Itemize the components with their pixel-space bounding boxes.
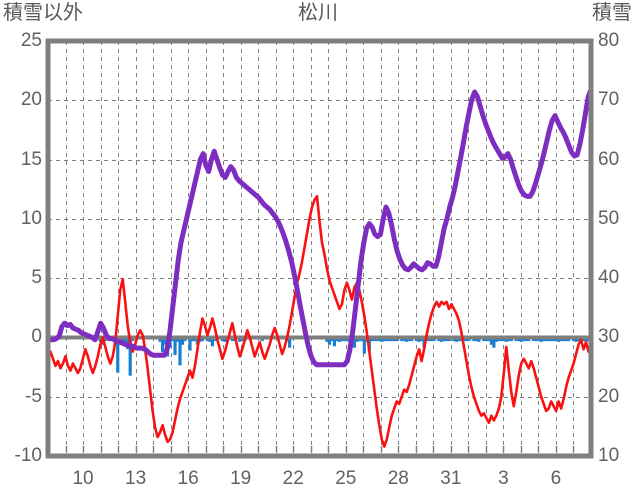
precipitation-bar <box>489 337 493 345</box>
x-axis-tick: 13 <box>125 468 147 489</box>
snow-depth-line <box>45 87 594 368</box>
precipitation-bar <box>477 337 481 342</box>
precipitation-bar <box>158 337 162 342</box>
precipitation-bar <box>98 337 102 342</box>
x-axis-tick: 3 <box>498 468 509 489</box>
precipitation-bar <box>210 337 214 347</box>
x-axis-tick: 31 <box>440 468 462 489</box>
precipitation-bar <box>337 337 342 342</box>
y-axis-right-tick: 60 <box>598 148 620 170</box>
y-axis-right-tick: 40 <box>598 267 620 289</box>
plot-frame <box>45 38 594 459</box>
precipitation-bar <box>362 337 366 354</box>
y-axis-left-tick: 10 <box>20 207 42 229</box>
page-title: 松川 <box>298 2 338 24</box>
x-axis-tick: 22 <box>282 468 304 489</box>
precipitation-bar <box>380 337 384 342</box>
y-axis-left-tick: 5 <box>31 267 42 289</box>
y-axis-left-tick: -5 <box>25 385 42 407</box>
y-axis-right-tick: 50 <box>598 207 620 229</box>
precipitation-bar <box>160 337 165 353</box>
precipitation-bar <box>208 337 212 342</box>
left-axis-title: 積雪以外 <box>3 2 83 24</box>
precipitation-bar <box>405 337 409 342</box>
y-axis-left-tick: 15 <box>20 148 42 170</box>
precipitation-bar <box>504 337 508 342</box>
x-axis-tick: 25 <box>335 468 357 489</box>
precipitation-bar <box>163 337 167 345</box>
x-axis-tick: 16 <box>177 468 199 489</box>
precipitation-bar <box>439 337 444 342</box>
y-axis-right-tick: 20 <box>598 385 620 407</box>
precipitation-bar <box>492 337 496 348</box>
x-tick-marks <box>65 446 575 452</box>
y-axis-right-tick: 80 <box>598 30 620 51</box>
precipitation-bar <box>355 337 359 342</box>
right-axis-title: 積雪 <box>592 2 632 24</box>
precipitation-bar <box>128 337 132 376</box>
y-axis-left-tick: 25 <box>20 30 42 51</box>
precipitation-bar <box>352 337 356 348</box>
precipitation-bar <box>178 337 182 366</box>
precipitation-bar <box>173 337 177 356</box>
precipitation-bar <box>519 337 523 342</box>
precipitation-bar <box>180 337 185 345</box>
precipitation-bar <box>584 337 588 342</box>
precipitation-bar <box>188 337 192 351</box>
precipitation-bar <box>557 337 561 342</box>
y-axis-left-tick: 0 <box>31 326 42 348</box>
gridlines <box>48 41 591 456</box>
precipitation-bar <box>494 337 498 342</box>
precipitation-bar <box>223 337 227 342</box>
precipitation-bar <box>175 337 180 342</box>
y-axis-right-tick: 70 <box>598 89 620 111</box>
precipitation-bar <box>327 337 332 345</box>
precipitation-bar <box>238 337 242 342</box>
y-axis-left-tick: 20 <box>20 89 42 111</box>
precipitation-bar <box>539 337 543 342</box>
y-axis-left-tick: -10 <box>14 445 42 466</box>
precipitation-bar <box>332 337 337 347</box>
y-axis-right-tick: 30 <box>598 326 620 348</box>
precipitation-bar <box>116 337 120 373</box>
x-axis-tick: 6 <box>550 468 562 489</box>
precipitation-bar <box>417 337 421 342</box>
precipitation-bar <box>454 337 459 342</box>
x-axis-tick: 19 <box>230 468 252 489</box>
precipitation-bar <box>325 337 329 342</box>
precipitation-bar <box>574 337 578 342</box>
precipitation-bar <box>123 337 127 342</box>
temperature-line <box>46 195 593 448</box>
precipitation-bar <box>288 337 292 348</box>
y-axis-right-tick: 10 <box>598 445 620 466</box>
x-axis-tick: 10 <box>72 468 94 489</box>
x-axis-tick: 28 <box>387 468 409 489</box>
